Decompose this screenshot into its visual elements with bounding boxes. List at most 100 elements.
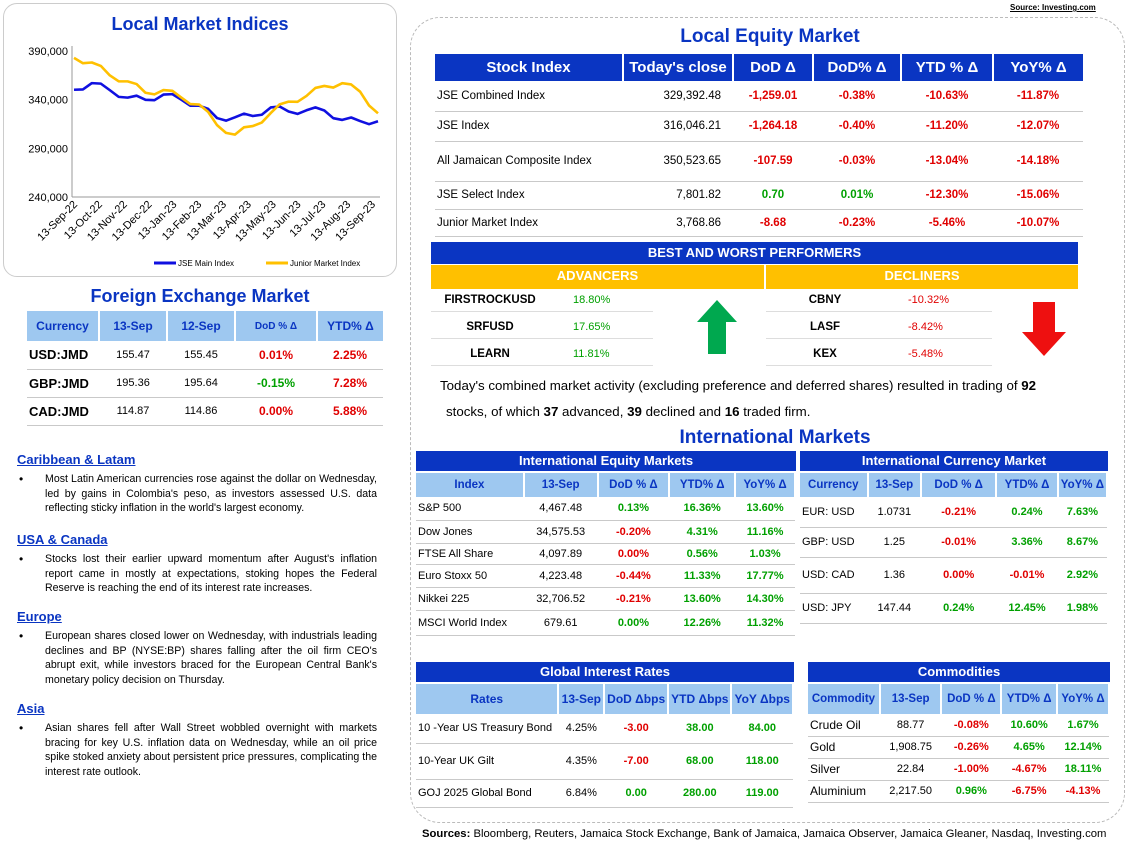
fx-row: USD:JMD 155.47 155.45 0.01% 2.25%: [27, 341, 383, 370]
performer-row: CBNY -10.32%: [766, 292, 992, 312]
decliners-header: DECLINERS: [766, 265, 1078, 289]
interest-rates-panel: Global Interest Rates Rates 13-Sep DoD Δbps…: [416, 662, 802, 808]
commodities-header: Commodity: [808, 684, 881, 714]
performer-change: -5.48%: [908, 348, 943, 360]
news-heading: Europe: [17, 609, 62, 624]
equity-table: Index 13-Sep DoD % Δ YTD% Δ YoY% Δ S&P 500 4,4…: [416, 473, 796, 636]
equity-value: 4,223.48: [523, 564, 598, 588]
equity-yoy: -15.06%: [993, 181, 1083, 210]
equity-close: 3,768.86: [623, 209, 733, 237]
equity-dodp: -0.40%: [813, 111, 901, 142]
currency-dod: 0.24%: [921, 593, 997, 624]
commodities-dod: -0.08%: [941, 714, 1002, 737]
equity-row: MSCI World Index 679.61 0.00% 12.26% 11.32%: [416, 610, 795, 636]
fx-header: YTD% Δ: [317, 311, 383, 341]
currency-header: DoD % Δ: [921, 473, 998, 497]
equity-close: 316,046.21: [623, 111, 733, 142]
performer-row: SRFUSD 17.65%: [431, 319, 653, 339]
news-text: Stocks lost their earlier upward momentu…: [17, 552, 377, 596]
equity-dod: -0.20%: [597, 520, 670, 544]
equity-header: YTD % Δ: [901, 54, 994, 81]
summary-declined: 39: [627, 404, 642, 419]
currency-header: YTD% Δ: [996, 473, 1059, 497]
currency-ytd: 0.24%: [996, 497, 1058, 528]
performer-change: 17.65%: [573, 321, 611, 333]
performer-change: -10.32%: [908, 294, 949, 306]
currency-row: USD: JPY 147.44 0.24% 12.45% 1.98%: [800, 593, 1107, 624]
equity-index-name: JSE Index: [435, 111, 623, 142]
equity-row: Nikkei 225 32,706.52 -0.21% 13.60% 14.30%: [416, 587, 795, 611]
currency-ytd: 3.36%: [996, 527, 1058, 558]
currency-value: 1.36: [867, 557, 922, 594]
equity-name: S&P 500: [416, 497, 524, 521]
news-item: Caribbean & Latam Most Latin American cur…: [17, 452, 377, 516]
equity-index-name: JSE Combined Index: [435, 81, 623, 112]
currency-name: EUR: USD: [800, 497, 868, 528]
fx-header: 12-Sep: [167, 311, 236, 341]
equity-yoy: 14.30%: [735, 587, 795, 611]
equity-ytd: -11.20%: [901, 111, 993, 142]
equity-yoy: 1.03%: [735, 543, 795, 565]
commodities-value: 1,908.75: [879, 736, 942, 759]
fx-table: Currency 13-Sep 12-Sep DoD % Δ YTD% Δ US…: [27, 311, 383, 426]
commodities-ytd: -6.75%: [1001, 780, 1058, 803]
commodities-value: 22.84: [879, 758, 942, 781]
rates-header: YoY Δbps: [731, 684, 794, 714]
fx-today: 155.47: [99, 341, 167, 370]
rates-dod: 0.00: [604, 779, 669, 808]
commodities-value: 88.77: [879, 714, 942, 737]
rates-header: DoD Δbps: [604, 684, 670, 714]
currency-table: Currency 13-Sep DoD % Δ YTD% Δ YoY% Δ EUR: US…: [800, 473, 1109, 624]
equity-ytd: 12.26%: [669, 610, 736, 636]
commodities-dod: -1.00%: [941, 758, 1002, 781]
currency-yoy: 7.63%: [1057, 497, 1107, 528]
currency-row: EUR: USD 1.0731 -0.21% 0.24% 7.63%: [800, 497, 1107, 528]
rates-row: GOJ 2025 Global Bond 6.84% 0.00 280.00 119.0…: [416, 779, 793, 808]
commodities-value: 2,217.50: [879, 780, 942, 803]
equity-header-row: Index 13-Sep DoD % Δ YTD% Δ YoY% Δ: [416, 473, 796, 497]
equity-header: DoD Δ: [733, 54, 814, 81]
y-tick-label: 290,000: [28, 143, 68, 155]
equity-value: 679.61: [523, 610, 598, 636]
equity-dodp: 0.01%: [813, 181, 901, 210]
fx-currency: GBP:JMD: [27, 369, 99, 398]
sources-label: Sources:: [422, 828, 471, 840]
indices-line-chart: 390,000340,000290,000240,00013-Sep-2213-…: [28, 46, 380, 268]
news-item: USA & Canada Stocks lost their earlier up…: [17, 532, 377, 596]
equity-value: 32,706.52: [523, 587, 598, 611]
equity-row: Euro Stoxx 50 4,223.48 -0.44% 11.33% 17.77%: [416, 564, 795, 588]
equity-yoy: 11.32%: [735, 610, 795, 636]
performer-row: KEX -5.48%: [766, 346, 992, 366]
equity-row: Junior Market Index 3,768.86 -8.68 -0.23% -5…: [435, 209, 1083, 237]
fx-header: DoD % Δ: [235, 311, 318, 341]
sources-footer: Sources: Bloomberg, Reuters, Jamaica Sto…: [422, 828, 1106, 840]
currency-name: USD: CAD: [800, 557, 868, 594]
equity-row: Dow Jones 34,575.53 -0.20% 4.31% 11.16%: [416, 520, 795, 544]
equity-dod: 0.00%: [597, 610, 670, 636]
equity-ytd: -5.46%: [901, 209, 993, 237]
equity-row: JSE Select Index 7,801.82 0.70 0.01% -12.30%…: [435, 181, 1083, 210]
fx-currency: CAD:JMD: [27, 397, 99, 426]
fx-title: Foreign Exchange Market: [90, 286, 310, 306]
rates-name: 10 -Year US Treasury Bond: [416, 714, 559, 744]
commodities-row: Aluminium 2,217.50 0.96% -6.75% -4.13%: [808, 780, 1109, 803]
equity-dodp: -0.23%: [813, 209, 901, 237]
fx-dod: 0.00%: [235, 397, 317, 426]
advancers-header: ADVANCERS: [431, 265, 764, 289]
equity-header: Index: [416, 473, 525, 497]
y-tick-label: 240,000: [28, 192, 68, 204]
equity-value: 4,097.89: [523, 543, 598, 565]
rates-title: Global Interest Rates: [416, 662, 794, 682]
rates-row: 10 -Year US Treasury Bond 4.25% -3.00 38.00…: [416, 714, 793, 744]
equity-dod: 0.13%: [597, 497, 670, 521]
commodities-name: Aluminium: [808, 780, 880, 803]
commodities-dod: -0.26%: [941, 736, 1002, 759]
currency-header-row: Currency 13-Sep DoD % Δ YTD% Δ YoY% Δ: [800, 473, 1109, 497]
fx-dod: 0.01%: [235, 341, 317, 370]
currency-dod: -0.21%: [921, 497, 997, 528]
performer-change: 11.81%: [573, 348, 610, 360]
equity-index-name: JSE Select Index: [435, 181, 623, 210]
fx-today: 114.87: [99, 397, 167, 426]
equity-dodp: -0.03%: [813, 141, 901, 182]
